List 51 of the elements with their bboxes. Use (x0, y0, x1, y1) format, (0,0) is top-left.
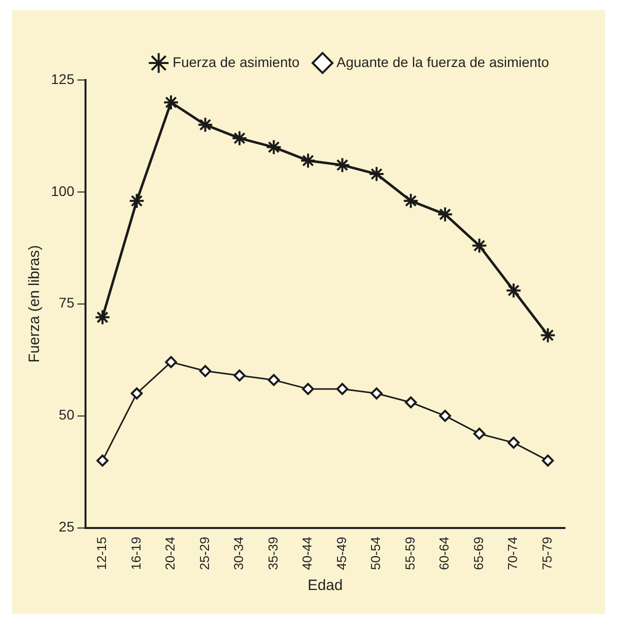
point (542, 454, 554, 467)
y-tick-label: 50 (58, 406, 75, 423)
x-tick-label: 60-64 (436, 536, 452, 570)
legend-label: Aguante de la fuerza de asimiento (336, 54, 550, 70)
legend-label: Fuerza de asimiento (172, 54, 300, 70)
x-tick-label: 40-44 (300, 536, 315, 570)
y-tick-label: 75 (58, 294, 75, 311)
point (334, 157, 350, 174)
point (302, 382, 314, 395)
point (232, 130, 248, 146)
point (197, 116, 214, 133)
point (437, 206, 454, 222)
point (402, 192, 419, 209)
point (96, 454, 108, 467)
point (199, 365, 212, 378)
x-tick-label: 25-29 (196, 536, 212, 570)
point (300, 152, 316, 169)
x-tick-label: 65-69 (470, 536, 486, 570)
x-tick-label: 55-59 (402, 536, 418, 570)
x-axis-title: Edad (308, 577, 343, 594)
point (165, 356, 178, 368)
x-tick-label: 35-39 (265, 536, 280, 570)
point (234, 370, 246, 382)
point (506, 282, 522, 298)
point (439, 410, 452, 422)
y-tick-label: 125 (51, 70, 75, 87)
point (130, 387, 143, 400)
x-tick-label: 45-49 (334, 536, 349, 570)
x-tick-label: 50-54 (368, 536, 384, 570)
x-tick-label: 12-15 (94, 536, 110, 570)
point (540, 327, 556, 344)
x-tick-label: 16-19 (128, 536, 144, 570)
x-tick-label: 20-24 (162, 536, 178, 570)
point (471, 238, 488, 254)
point (508, 436, 520, 449)
point (266, 139, 282, 156)
x-tick-label: 75-79 (539, 536, 554, 570)
point (473, 428, 486, 440)
point (163, 94, 180, 110)
y-axis-title: Fuerza (en libras) (26, 245, 44, 363)
y-tick-label: 25 (58, 518, 75, 535)
point (336, 382, 348, 395)
point (370, 387, 383, 400)
x-tick-label: 30-34 (231, 536, 246, 570)
point (368, 166, 385, 182)
y-tick-label: 100 (51, 182, 75, 199)
point (404, 396, 417, 408)
point (94, 309, 110, 326)
point (268, 374, 280, 386)
x-tick-label: 70-74 (505, 536, 520, 570)
point (128, 192, 145, 209)
